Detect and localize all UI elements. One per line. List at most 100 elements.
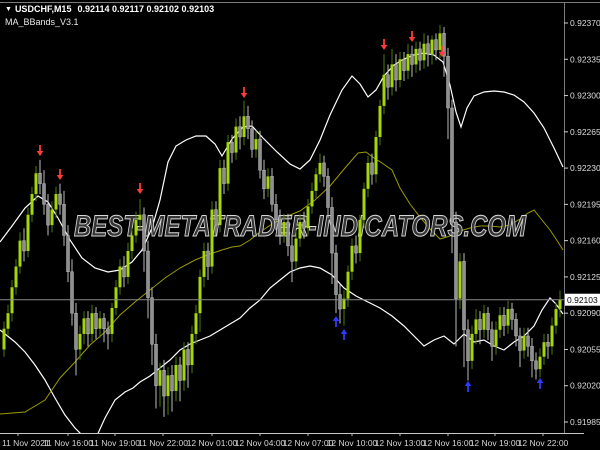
bull-candle	[158, 370, 162, 386]
bull-candle	[458, 261, 462, 299]
bull-candle	[26, 214, 30, 251]
bull-candle	[498, 315, 502, 330]
bear-candle	[354, 245, 358, 254]
price-axis-label: 0.92090	[570, 308, 600, 318]
bull-candle	[342, 298, 346, 310]
bear-candle	[66, 235, 70, 272]
bear-candle	[454, 221, 458, 299]
bear-candle	[534, 360, 538, 370]
symbol-dropdown-icon[interactable]: ▼	[5, 6, 12, 13]
bear-candle	[426, 43, 430, 55]
bull-candle	[294, 238, 298, 262]
bull-candle	[298, 221, 302, 239]
bull-candle	[398, 59, 402, 80]
bear-candle	[450, 107, 454, 223]
bear-candle	[462, 261, 466, 330]
bear-candle	[250, 128, 254, 150]
bear-candle	[262, 169, 266, 190]
bull-candle	[542, 342, 546, 357]
price-axis-label: 0.92160	[570, 236, 600, 246]
time-axis-label: 11 Nov 16:00	[43, 438, 93, 448]
bear-candle	[418, 48, 422, 61]
ohlc-values: 0.92114 0.92117 0.92102 0.92103	[77, 4, 215, 14]
bull-candle	[234, 126, 238, 153]
price-axis[interactable]: 0.92370 0.92335 0.92300 0.92265 0.92230 0.921…	[564, 18, 600, 427]
chart-frame	[0, 2, 600, 434]
bull-candle	[430, 39, 434, 55]
bull-candle	[390, 64, 394, 88]
bull-candle	[226, 142, 230, 184]
bull-candle	[182, 349, 186, 381]
candlesticks	[2, 25, 562, 417]
ma-line	[0, 151, 564, 415]
bull-candle	[50, 209, 54, 226]
bull-candle	[554, 309, 558, 326]
price-axis-label: 0.91985	[570, 417, 600, 427]
bear-candle	[434, 39, 438, 51]
bull-candle	[346, 271, 350, 299]
bull-candle	[358, 219, 362, 254]
bull-candle	[422, 43, 426, 61]
bear-candle	[238, 126, 242, 138]
bear-candle	[150, 297, 154, 345]
bear-candle	[178, 364, 182, 381]
bear-candle	[278, 219, 282, 236]
bear-candle	[334, 252, 338, 295]
bull-candle	[382, 74, 386, 106]
bull-candle	[306, 206, 310, 229]
moving-average-line	[0, 151, 564, 415]
bear-candle	[386, 74, 390, 88]
bear-candle	[230, 141, 234, 153]
time-axis-label: 12 Nov 13:00	[375, 438, 426, 448]
bull-candle	[34, 173, 38, 194]
bear-candle	[270, 176, 274, 205]
bull-candle	[254, 139, 258, 150]
symbol-label: USDCHF,M15	[14, 4, 72, 14]
bear-candle	[526, 335, 530, 347]
bear-candle	[122, 266, 126, 278]
bear-candle	[186, 349, 190, 366]
price-axis-label: 0.92125	[570, 272, 600, 282]
sell-arrow-icon	[56, 169, 64, 180]
price-axis-label: 0.92265	[570, 127, 600, 137]
bear-candle	[286, 221, 290, 247]
bear-candle	[394, 64, 398, 81]
bear-candle	[70, 271, 74, 314]
bull-candle	[198, 276, 202, 314]
current-price-tag: 0.92103	[565, 293, 600, 306]
bull-candle	[482, 313, 486, 330]
buy-arrow-icon	[340, 329, 348, 340]
bear-candle	[290, 245, 294, 262]
bear-candle	[442, 33, 446, 57]
bear-candle	[22, 240, 26, 252]
bollinger-bands	[0, 52, 564, 433]
bear-candle	[322, 162, 326, 177]
price-axis-label: 0.92335	[570, 54, 600, 64]
bull-candle	[126, 250, 130, 277]
bear-candle	[410, 53, 414, 65]
bull-candle	[18, 240, 22, 267]
bull-candle	[538, 356, 542, 370]
sell-arrow-icon	[36, 145, 44, 156]
bear-candle	[162, 369, 166, 397]
bear-candle	[546, 341, 550, 347]
price-axis-label: 0.92300	[570, 91, 600, 101]
time-axis-label: 12 Nov 16:00	[423, 438, 474, 448]
bull-candle	[114, 287, 118, 308]
bear-candle	[94, 312, 98, 329]
bollinger-upper-band	[0, 52, 564, 273]
bear-candle	[274, 204, 278, 221]
time-axis-label: 12 Nov 22:00	[518, 438, 569, 448]
bear-candle	[74, 312, 78, 350]
time-axis-label: 12 Nov 01:00	[187, 438, 238, 448]
bull-candle	[474, 319, 478, 334]
bull-candle	[350, 245, 354, 272]
bull-candle	[110, 307, 114, 334]
bear-candle	[530, 346, 534, 362]
bull-candle	[366, 162, 370, 189]
bull-candle	[174, 364, 178, 391]
bull-candle	[30, 193, 34, 215]
